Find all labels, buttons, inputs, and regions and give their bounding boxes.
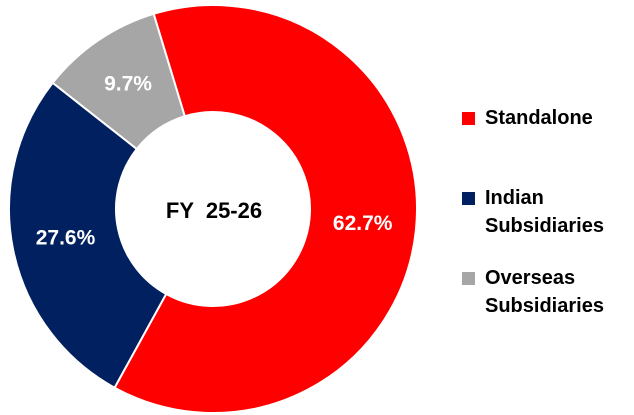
legend-item: Indian Subsidiaries	[462, 184, 634, 240]
legend-label: Standalone	[485, 107, 593, 129]
value-label: 27.6%	[36, 227, 96, 250]
value-label: 9.7%	[104, 72, 152, 95]
slice	[8, 81, 168, 390]
legend-swatch	[462, 112, 475, 125]
legend-label: Overseas Subsidiaries	[485, 267, 604, 317]
legend-item: Standalone	[462, 104, 634, 132]
legend-swatch	[462, 192, 475, 205]
legend-item: Overseas Subsidiaries	[462, 264, 634, 320]
center-label: FY 25-26	[166, 198, 262, 223]
legend-label: Indian Subsidiaries	[485, 187, 604, 237]
value-label: 62.7%	[333, 212, 393, 235]
slice	[113, 4, 418, 414]
legend-swatch	[462, 272, 475, 285]
